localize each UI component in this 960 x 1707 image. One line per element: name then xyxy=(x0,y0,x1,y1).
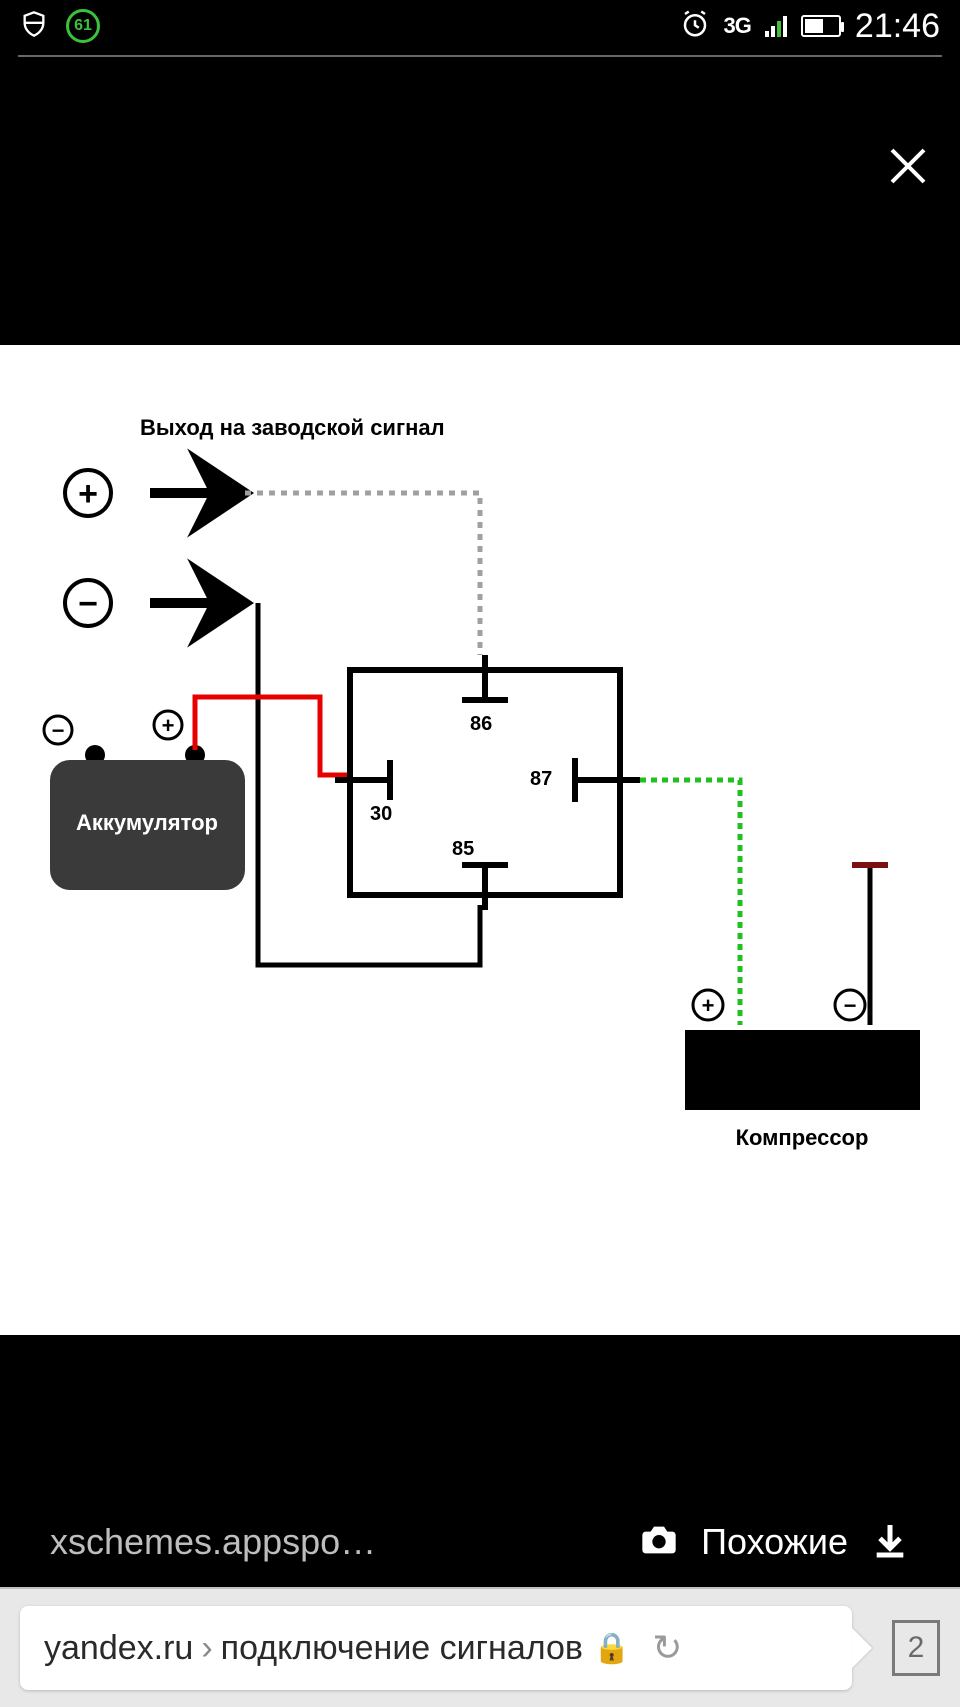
url-bar[interactable]: yandex.ru › подключение сигналов 🔒 ↻ xyxy=(20,1606,852,1690)
wire-signal-minus xyxy=(258,603,480,965)
battery-badge: 61 xyxy=(66,9,100,43)
url-separator: › xyxy=(201,1629,212,1668)
battery-label: Аккумулятор xyxy=(76,810,218,835)
url-query: подключение сигналов xyxy=(221,1629,583,1668)
compressor-label: Компрессор xyxy=(736,1125,869,1150)
diagram-title: Выход на заводской сигнал xyxy=(140,415,445,440)
download-icon[interactable] xyxy=(870,1520,910,1565)
svg-text:−: − xyxy=(844,993,857,1018)
plus-symbol-input: + xyxy=(65,470,111,516)
image-viewer: Выход на заводской сигнал + − xyxy=(0,60,960,1407)
arrow-plus xyxy=(150,463,245,523)
battery-component: − + Аккумулятор xyxy=(44,711,245,890)
relay-pin-86: 86 xyxy=(470,713,492,735)
image-info-bar: xschemes.appspo… Похожие xyxy=(0,1497,960,1587)
svg-text:−: − xyxy=(78,585,98,623)
relay-pin-85: 85 xyxy=(452,838,474,860)
wire-compressor-plus xyxy=(640,780,740,1025)
svg-text:+: + xyxy=(162,713,175,738)
url-host: yandex.ru xyxy=(44,1629,193,1668)
wiring-diagram: Выход на заводской сигнал + − xyxy=(0,345,960,1335)
camera-icon[interactable] xyxy=(639,1520,679,1565)
relay-component: 86 85 30 87 xyxy=(335,655,640,910)
svg-text:+: + xyxy=(702,993,715,1018)
compressor-component: + − Компрессор xyxy=(685,990,920,1150)
alarm-icon xyxy=(680,9,710,44)
status-bar: 61 3G 21:46 xyxy=(0,0,960,52)
similar-button[interactable]: Похожие xyxy=(701,1521,848,1563)
signal-icon xyxy=(765,15,787,37)
minus-symbol-input: − xyxy=(65,580,111,626)
arrow-minus xyxy=(150,573,245,633)
close-button[interactable] xyxy=(880,138,936,194)
relay-pin-87: 87 xyxy=(530,768,552,790)
clock: 21:46 xyxy=(855,7,940,46)
statusbar-divider xyxy=(18,55,942,57)
lock-icon: 🔒 xyxy=(593,1631,630,1666)
battery-icon xyxy=(801,15,841,37)
browser-bar: yandex.ru › подключение сигналов 🔒 ↻ 2 xyxy=(0,1587,960,1707)
wire-signal-plus xyxy=(245,493,480,655)
shield-icon xyxy=(20,10,48,43)
tabs-button[interactable]: 2 xyxy=(892,1620,940,1676)
svg-text:−: − xyxy=(52,718,65,743)
reload-icon[interactable]: ↻ xyxy=(652,1627,682,1669)
relay-pin-30: 30 xyxy=(370,803,392,825)
image-source-site[interactable]: xschemes.appspo… xyxy=(50,1521,639,1563)
network-label: 3G xyxy=(724,13,751,39)
svg-text:+: + xyxy=(78,475,98,513)
